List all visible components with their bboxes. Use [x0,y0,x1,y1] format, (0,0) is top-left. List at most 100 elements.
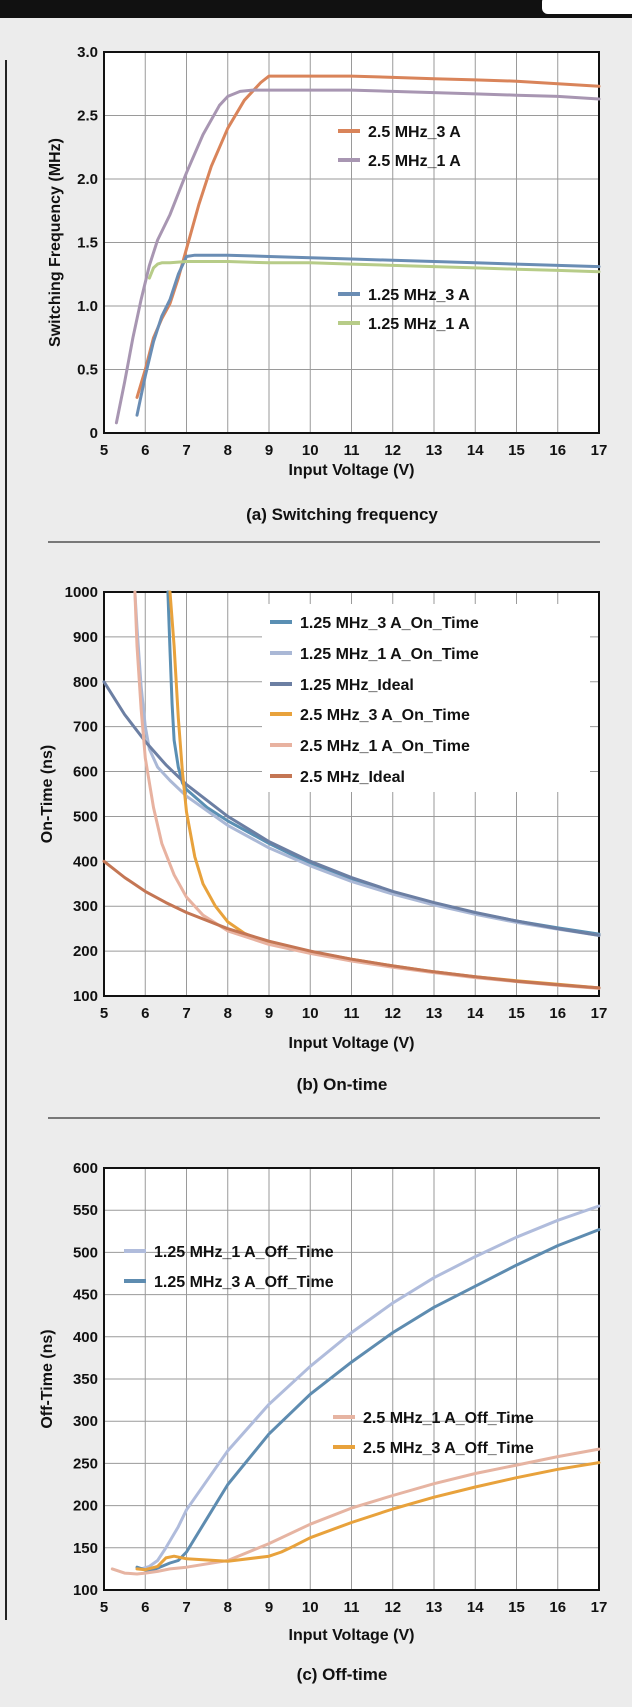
y-tick-label: 150 [73,1540,98,1557]
series-line [110,1447,601,1576]
legend-label: 2.5 MHz_3 A [368,124,461,141]
y-tick-label: 2.0 [77,171,98,188]
x-tick-label: 9 [265,1005,273,1022]
series-line [133,590,601,937]
x-tick-label: 12 [384,442,401,459]
y-tick-label: 550 [73,1202,98,1219]
x-tick-label: 17 [591,1599,608,1616]
y-tick-label: 500 [73,808,98,825]
chart-3: 5 6 7 8 9 10 11 12 13 14 15 16 17 100 150 200 250 300 350 4… [39,1160,607,1684]
x-tick-label: 7 [182,442,190,459]
x-tick-label: 15 [508,1599,525,1616]
x-tick-label: 6 [141,442,149,459]
plot-frame [103,1167,600,1591]
legend-label: 2.5 MHz_3 A_On_Time [300,707,470,724]
series-line [102,859,601,990]
legend-label: 2.5 MHz_3 A_Off_Time [363,1440,534,1457]
x-tick-label: 13 [426,442,443,459]
series-line [114,88,601,425]
x-axis-label: Input Voltage (V) [289,462,415,479]
y-tick-label: 100 [73,988,98,1005]
series-line [147,260,601,280]
y-tick-label: 1000 [65,584,98,601]
y-axis-label: Off-Time (ns) [39,1329,56,1428]
y-tick-label: 900 [73,629,98,646]
x-tick-label: 14 [467,442,484,459]
x-tick-label: 6 [141,1005,149,1022]
y-tick-label: 300 [73,898,98,915]
x-tick-label: 10 [302,1599,319,1616]
chart-2: 5 6 7 8 9 10 11 12 13 14 15 16 17 100 200 300 400 500 600 7… [39,584,607,1119]
legend-label: 1.25 MHz_3 A [368,287,470,304]
x-tick-label: 9 [265,442,273,459]
legend-label: 1.25 MHz_Ideal [300,677,414,694]
x-tick-label: 12 [384,1005,401,1022]
legend-label: 1.25 MHz_3 A_Off_Time [154,1274,334,1291]
y-tick-label: 3.0 [77,44,98,61]
x-tick-label: 10 [302,442,319,459]
y-axis-label: Switching Frequency (MHz) [47,138,64,347]
legend-label: 1.25 MHz_1 A_On_Time [300,646,479,663]
left-margin-rule [5,60,7,1620]
y-tick-label: 100 [73,1582,98,1599]
x-tick-label: 5 [100,1005,108,1022]
series-line [139,1204,601,1571]
series-line [135,253,601,417]
x-tick-label: 8 [224,1599,232,1616]
y-tick-label: 700 [73,719,98,736]
x-axis-label: Input Voltage (V) [289,1035,415,1052]
x-tick-label: 16 [549,442,566,459]
top-banner [0,0,632,18]
y-tick-label: 0 [90,425,98,442]
legend-label: 2.5 MHz_1 A_On_Time [300,738,470,755]
x-tick-label: 14 [467,1005,484,1022]
y-tick-label: 400 [73,853,98,870]
x-tick-label: 8 [224,442,232,459]
y-tick-label: 250 [73,1455,98,1472]
x-tick-label: 16 [549,1599,566,1616]
chart-caption: (a) Switching frequency [246,505,438,524]
legend-box [262,604,590,792]
chart-caption: (b) On-time [297,1075,388,1094]
legend-label: 1.25 MHz_1 A_Off_Time [154,1244,334,1261]
top-banner-tab [540,0,632,16]
y-axis-label: On-Time (ns) [39,745,56,843]
series-line [135,1228,601,1573]
y-tick-label: 450 [73,1287,98,1304]
y-tick-label: 400 [73,1329,98,1346]
legend-label: 2.5 MHz_Ideal [300,769,405,786]
series-line [135,1461,601,1572]
x-tick-label: 15 [508,442,525,459]
plot-frame [103,51,600,434]
y-tick-label: 600 [73,764,98,781]
legend-label: 2.5 MHz_1 A [368,153,461,170]
x-tick-label: 7 [182,1599,190,1616]
y-tick-label: 0.5 [77,362,98,379]
plot-frame [103,591,600,997]
x-tick-label: 17 [591,442,608,459]
legend-label: 2.5 MHz_1 A_Off_Time [363,1410,534,1427]
y-tick-label: 1.0 [77,298,98,315]
x-tick-label: 11 [344,1599,360,1616]
x-tick-label: 12 [384,1599,401,1616]
y-tick-label: 1.5 [77,235,98,252]
x-tick-label: 16 [549,1005,566,1022]
y-tick-label: 800 [73,674,98,691]
y-tick-label: 300 [73,1413,98,1430]
x-tick-label: 13 [426,1005,443,1022]
x-tick-label: 7 [182,1005,190,1022]
x-tick-label: 5 [100,1599,108,1616]
series-line [102,680,601,937]
chart-1: 5 6 7 8 9 10 11 12 13 14 15 16 17 0 0.5 1.0 1.5 2.0 2.5 3.0… [47,44,608,543]
x-axis-label: Input Voltage (V) [289,1627,415,1644]
x-tick-label: 8 [224,1005,232,1022]
x-tick-label: 14 [467,1599,484,1616]
y-tick-label: 2.5 [77,108,98,125]
y-tick-label: 200 [73,943,98,960]
y-tick-label: 350 [73,1371,98,1388]
x-tick-label: 5 [100,442,108,459]
x-tick-label: 11 [344,1005,360,1022]
legend-label: 1.25 MHz_1 A [368,316,470,333]
x-tick-label: 10 [302,1005,319,1022]
